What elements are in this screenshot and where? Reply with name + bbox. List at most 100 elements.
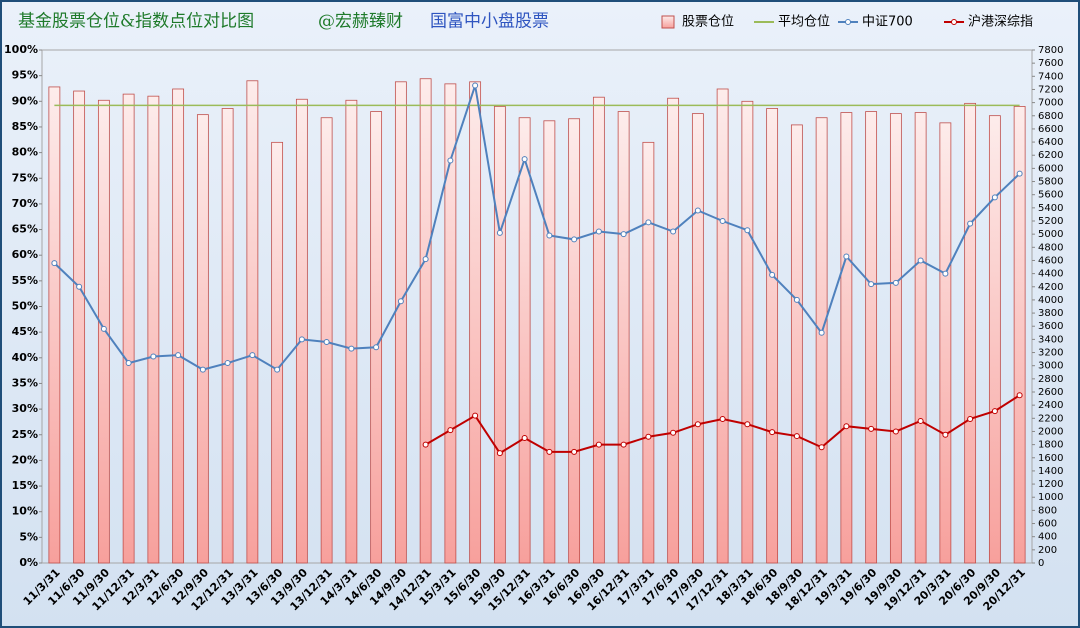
point — [472, 412, 479, 419]
y-tick-label: 100% — [4, 43, 38, 56]
point — [447, 157, 454, 164]
bar — [642, 141, 655, 564]
point — [571, 236, 578, 243]
point — [496, 229, 503, 236]
y-tick-label: 65% — [12, 223, 38, 236]
bar — [147, 95, 160, 564]
y2-tick-label: 800 — [1038, 505, 1057, 516]
bar — [345, 99, 358, 564]
bar — [370, 111, 383, 564]
point — [76, 283, 83, 290]
bar — [815, 117, 828, 564]
point — [769, 429, 776, 436]
point — [298, 336, 305, 343]
bar — [73, 90, 86, 564]
bar — [914, 112, 927, 564]
point — [818, 444, 825, 451]
bar — [419, 78, 432, 564]
bar — [493, 106, 506, 564]
bar — [1013, 106, 1026, 564]
y-tick-label: 30% — [12, 402, 38, 415]
point — [868, 281, 875, 288]
y2-tick-label: 200 — [1038, 545, 1057, 556]
bar — [48, 86, 61, 564]
point — [546, 232, 553, 239]
bar — [444, 83, 457, 564]
bar — [691, 113, 704, 564]
bar — [716, 88, 729, 564]
y2-tick-label: 6200 — [1038, 150, 1063, 161]
y-tick-label: 45% — [12, 325, 38, 338]
y-tick-label: 75% — [12, 171, 38, 184]
legend-label: 中证700 — [862, 15, 913, 30]
point — [620, 231, 627, 238]
y2-tick-label: 7600 — [1038, 58, 1063, 69]
y2-tick-label: 6800 — [1038, 111, 1063, 122]
y2-tick-label: 5200 — [1038, 216, 1063, 227]
bar — [246, 80, 259, 564]
y2-tick-label: 7000 — [1038, 98, 1063, 109]
point — [694, 421, 701, 428]
point — [521, 156, 528, 163]
y-tick-label: 0% — [19, 556, 38, 569]
y2-tick-label: 2800 — [1038, 374, 1063, 385]
point — [942, 270, 949, 277]
bar — [840, 112, 853, 564]
point — [645, 219, 652, 226]
point — [991, 194, 998, 201]
legend-swatch — [951, 19, 957, 25]
point — [917, 257, 924, 264]
point — [422, 441, 429, 448]
y2-tick-label: 3200 — [1038, 348, 1063, 359]
point — [917, 417, 924, 424]
y2-tick-label: 3600 — [1038, 321, 1063, 332]
y2-tick-label: 5800 — [1038, 177, 1063, 188]
bar — [741, 100, 754, 564]
point — [274, 366, 281, 373]
y2-tick-label: 1200 — [1038, 479, 1063, 490]
point — [51, 260, 58, 267]
y-tick-label: 15% — [12, 479, 38, 492]
point — [175, 352, 182, 359]
bar — [964, 102, 977, 564]
y2-tick-label: 3400 — [1038, 334, 1063, 345]
y2-tick-label: 4000 — [1038, 295, 1063, 306]
point — [323, 339, 330, 346]
y-tick-label: 40% — [12, 351, 38, 364]
bar — [295, 98, 308, 564]
y2-tick-label: 4400 — [1038, 269, 1063, 280]
y2-tick-label: 2200 — [1038, 413, 1063, 424]
y2-tick-label: 6600 — [1038, 124, 1063, 135]
point — [199, 366, 206, 373]
y2-tick-label: 1600 — [1038, 453, 1063, 464]
point — [125, 360, 132, 367]
point — [670, 228, 677, 235]
bar — [988, 115, 1001, 564]
bar — [394, 81, 407, 564]
y-tick-label: 50% — [12, 300, 38, 313]
y-tick-label: 25% — [12, 428, 38, 441]
y-tick-label: 55% — [12, 274, 38, 287]
point — [249, 352, 256, 359]
y2-tick-label: 2000 — [1038, 426, 1063, 437]
point — [595, 228, 602, 235]
legend-swatch — [845, 19, 851, 25]
point — [348, 345, 355, 352]
point — [868, 425, 875, 432]
point — [150, 353, 157, 360]
point — [843, 423, 850, 430]
point — [818, 329, 825, 336]
point — [422, 256, 429, 263]
y2-tick-label: 2600 — [1038, 387, 1063, 398]
y-tick-label: 60% — [12, 248, 38, 261]
y2-tick-label: 2400 — [1038, 400, 1063, 411]
bar — [469, 81, 482, 564]
point — [769, 271, 776, 278]
point — [744, 227, 751, 234]
point — [942, 431, 949, 438]
point — [595, 441, 602, 448]
point — [793, 296, 800, 303]
y2-tick-label: 6000 — [1038, 163, 1063, 174]
point — [645, 433, 652, 440]
